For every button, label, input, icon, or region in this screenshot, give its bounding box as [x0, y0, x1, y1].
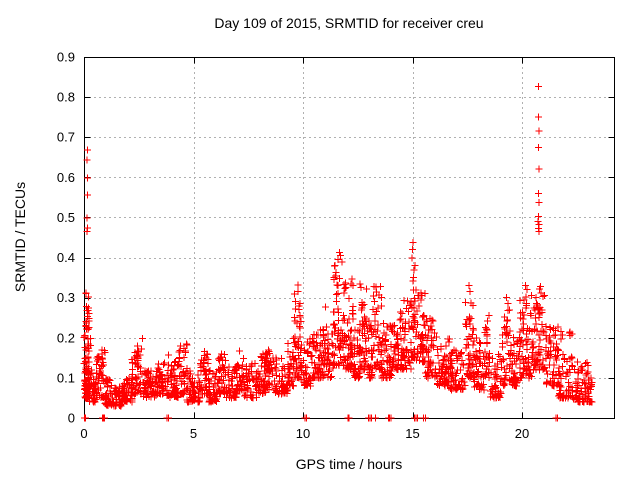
- y-tick-label: 0.9: [57, 50, 75, 65]
- x-tick-label: 20: [515, 426, 529, 441]
- y-tick-label: 0.5: [57, 210, 75, 225]
- x-tick-label: 10: [296, 426, 310, 441]
- y-tick-label: 0.6: [57, 170, 75, 185]
- chart-title: Day 109 of 2015, SRMTID for receiver cre…: [214, 15, 484, 31]
- x-tick-label: 0: [80, 426, 87, 441]
- y-tick-label: 0.1: [57, 370, 75, 385]
- y-tick-label: 0.7: [57, 130, 75, 145]
- y-tick-label: 0: [68, 411, 75, 426]
- x-axis-label: GPS time / hours: [295, 456, 403, 472]
- y-tick-label: 0.2: [57, 330, 75, 345]
- data-points: [80, 83, 596, 422]
- x-tick-label: 5: [190, 426, 197, 441]
- y-tick-label: 0.3: [57, 290, 75, 305]
- y-tick-label: 0.8: [57, 90, 75, 105]
- x-tick-label: 15: [405, 426, 419, 441]
- y-tick-label: 0.4: [57, 250, 75, 265]
